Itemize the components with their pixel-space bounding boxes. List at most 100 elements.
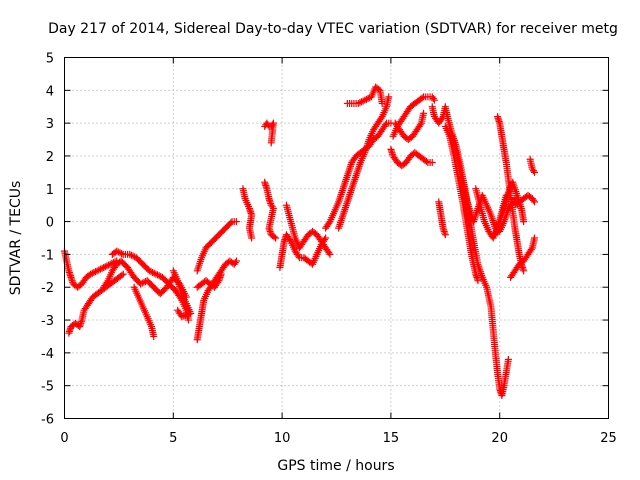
data-point (88, 269, 96, 277)
axis-ticks: 0 5 10 15 20 25 -6 -5 -4 -3 -2 -1 0 1 2 3 4 5 (41, 52, 617, 447)
data-point (174, 306, 182, 314)
data-point (267, 139, 275, 147)
data-point (98, 264, 106, 272)
y-tick-label: -2 (41, 281, 54, 296)
series-arc-14 (282, 201, 334, 258)
data-point (531, 234, 539, 242)
chart-title: Day 217 of 2014, Sidereal Day-to-day VTE… (48, 21, 618, 37)
series-arc-6 (169, 267, 195, 321)
y-tick-label: 4 (46, 84, 54, 99)
data-point (114, 248, 122, 256)
data-point (354, 99, 362, 107)
x-tick-label: 10 (274, 431, 291, 446)
data-point (531, 198, 539, 206)
data-point (272, 234, 280, 242)
data-point (429, 95, 437, 103)
series-arc-7 (193, 257, 240, 344)
data-point (378, 99, 386, 107)
data-point (377, 114, 385, 122)
data-point (322, 234, 330, 242)
y-tick-label: -3 (41, 314, 54, 329)
y-tick-label: 3 (46, 117, 54, 132)
data-point (326, 250, 334, 258)
series-arc-5 (130, 283, 158, 340)
data-point (416, 121, 424, 129)
data-point (325, 219, 333, 227)
y-tick-label: 5 (46, 52, 54, 67)
data-point (422, 157, 430, 165)
data-point (232, 218, 240, 226)
x-tick-label: 5 (169, 431, 177, 446)
data-point (185, 316, 193, 324)
data-point (531, 168, 539, 176)
y-tick-label: -1 (41, 248, 54, 263)
data-point (385, 93, 393, 101)
y-tick-label: 1 (46, 183, 54, 198)
data-point (362, 95, 370, 103)
y-tick-label: -5 (41, 380, 54, 395)
series-arc-12 (261, 119, 277, 147)
data-point (227, 219, 235, 227)
series-arc-28 (507, 234, 539, 281)
grid (64, 57, 609, 419)
series-arc-20 (391, 109, 428, 144)
data-point (150, 332, 158, 340)
series-arc-18 (387, 145, 436, 170)
series-arc-27 (494, 113, 528, 275)
data-point (231, 259, 239, 267)
data-point (118, 271, 126, 279)
data-point (294, 252, 302, 260)
data-point (430, 96, 438, 104)
data-point (101, 263, 109, 271)
data-point (149, 268, 157, 276)
series-arc-9 (193, 270, 225, 291)
data-point (103, 262, 111, 270)
series-arc-17 (343, 83, 386, 107)
data-point (118, 250, 126, 258)
data-point (108, 259, 116, 267)
data-point (152, 270, 160, 278)
data-point (520, 218, 528, 226)
data-point (106, 260, 114, 268)
series-arc-3 (100, 257, 190, 301)
data-point (358, 98, 366, 106)
data-point (137, 280, 145, 288)
data-point (232, 257, 240, 265)
data-point (175, 308, 183, 316)
data-point (129, 252, 137, 260)
y-tick-label: 0 (46, 216, 54, 231)
data-point (217, 270, 225, 278)
data-point (418, 94, 426, 102)
data-point (147, 268, 155, 276)
series-arc-15 (322, 119, 395, 232)
data-point (103, 278, 111, 286)
data-point (364, 95, 372, 103)
series-arc-16 (335, 93, 393, 232)
data-point (138, 279, 146, 287)
series-arc-29 (511, 191, 539, 206)
data-point (105, 261, 113, 269)
data-point (529, 196, 537, 204)
data-point (356, 99, 364, 107)
data-point (116, 249, 124, 257)
y-tick-label: -4 (41, 347, 54, 362)
data-point (145, 267, 153, 275)
series-arc-13 (276, 231, 330, 272)
data-point (87, 270, 95, 278)
data-point (438, 114, 446, 122)
data-point (126, 250, 134, 258)
data-point (96, 265, 104, 273)
series-arc-19 (389, 93, 438, 140)
data-point (100, 264, 108, 272)
series-arc-23 (435, 198, 449, 239)
data-point (92, 268, 100, 276)
data-point (420, 109, 428, 117)
y-axis-label: SDTVAR / TECUs (8, 181, 24, 296)
x-tick-label: 20 (491, 431, 508, 446)
data-points (61, 83, 539, 400)
series-arc-10 (239, 185, 256, 242)
data-point (527, 245, 535, 253)
data-point (359, 97, 367, 105)
data-point (529, 167, 537, 175)
